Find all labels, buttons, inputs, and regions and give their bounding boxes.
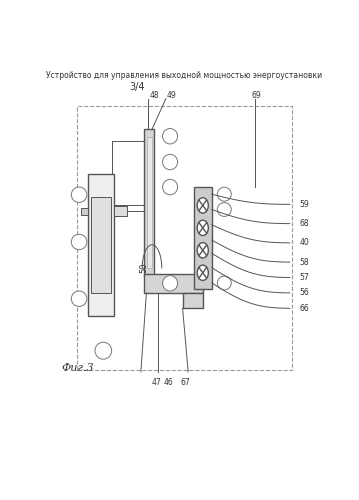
Circle shape: [197, 220, 208, 236]
Bar: [144, 130, 154, 276]
Circle shape: [197, 198, 208, 213]
Ellipse shape: [163, 276, 178, 291]
Text: 57: 57: [299, 273, 309, 282]
Text: 50: 50: [139, 262, 148, 273]
Text: 3/4: 3/4: [129, 82, 144, 92]
Circle shape: [197, 242, 208, 258]
Ellipse shape: [163, 180, 178, 194]
Ellipse shape: [163, 128, 178, 144]
Bar: [183, 293, 202, 308]
Bar: [77, 106, 293, 370]
Ellipse shape: [71, 291, 87, 306]
Text: 69: 69: [251, 92, 261, 100]
Ellipse shape: [218, 202, 231, 216]
Circle shape: [197, 265, 208, 280]
Text: 47: 47: [151, 378, 161, 386]
Text: Фиг.3: Фиг.3: [62, 363, 94, 373]
Text: 58: 58: [299, 258, 309, 266]
Text: 59: 59: [299, 200, 309, 209]
Bar: [88, 174, 115, 316]
Text: 49: 49: [167, 92, 176, 100]
Bar: [194, 187, 212, 289]
Text: 40: 40: [299, 238, 309, 248]
Ellipse shape: [163, 154, 178, 170]
Text: 68: 68: [299, 219, 309, 228]
Ellipse shape: [71, 187, 87, 202]
Text: Устройство для управления выходной мощностью энергоустановки: Устройство для управления выходной мощно…: [46, 71, 322, 80]
Ellipse shape: [218, 276, 231, 290]
Text: 46: 46: [164, 378, 173, 386]
Text: 67: 67: [181, 378, 190, 386]
Text: 56: 56: [299, 288, 309, 298]
Bar: [147, 137, 152, 268]
Bar: [91, 196, 111, 293]
Text: 66: 66: [299, 304, 309, 313]
Ellipse shape: [71, 234, 87, 250]
Bar: [115, 206, 127, 216]
Text: 48: 48: [150, 92, 160, 100]
Bar: [144, 274, 202, 293]
Bar: [81, 208, 88, 215]
Ellipse shape: [218, 188, 231, 201]
Ellipse shape: [95, 342, 112, 359]
